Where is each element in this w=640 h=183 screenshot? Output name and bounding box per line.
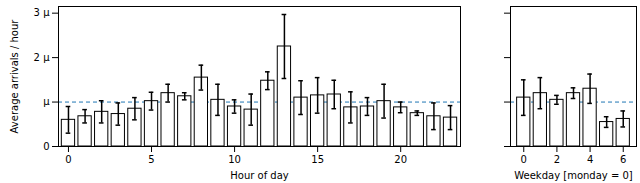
svg-text:2: 2	[554, 154, 560, 165]
svg-text:0: 0	[65, 154, 71, 165]
svg-text:2 μ: 2 μ	[34, 52, 51, 63]
svg-text:4: 4	[587, 154, 593, 165]
svg-text:10: 10	[228, 154, 241, 165]
svg-text:5: 5	[148, 154, 154, 165]
svg-text:μ: μ	[43, 96, 50, 107]
svg-text:6: 6	[620, 154, 626, 165]
svg-text:Average arrivals / hour: Average arrivals / hour	[9, 19, 20, 134]
svg-text:3 μ: 3 μ	[34, 7, 51, 18]
svg-text:Hour of day: Hour of day	[230, 170, 289, 181]
svg-text:20: 20	[394, 154, 407, 165]
svg-text:0: 0	[521, 154, 527, 165]
svg-text:Weekday [monday = 0]: Weekday [monday = 0]	[514, 170, 633, 181]
svg-text:0: 0	[43, 141, 49, 152]
svg-text:15: 15	[311, 154, 324, 165]
